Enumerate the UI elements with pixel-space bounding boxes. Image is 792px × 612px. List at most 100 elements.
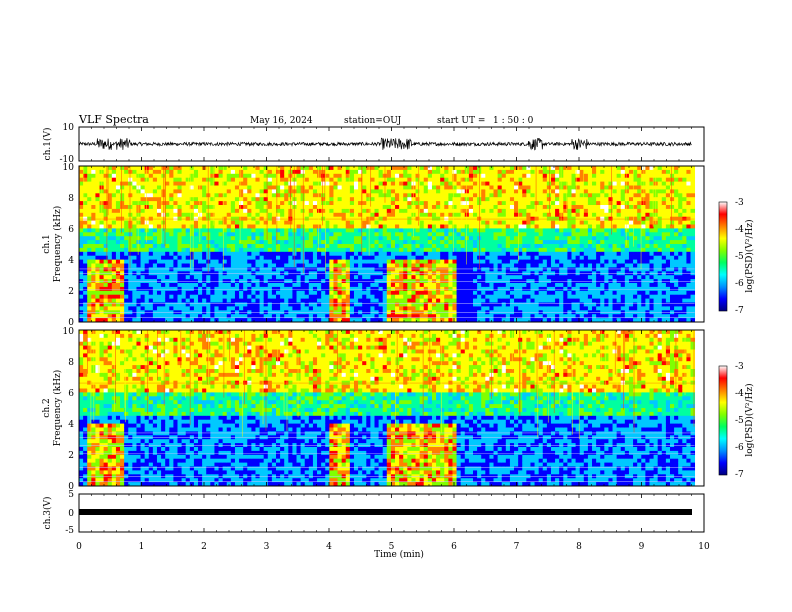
spectrogram-cell: [152, 294, 158, 299]
spectrogram-cell: [280, 205, 285, 210]
spectrogram-cell: [239, 169, 244, 175]
spectrogram-cell: [501, 228, 507, 233]
spectrogram-cell: [386, 166, 392, 171]
spectrogram-cell: [341, 302, 347, 307]
spectrogram-cell: [222, 255, 228, 260]
spectrogram-cell: [444, 283, 449, 288]
spectrogram-cell: [255, 275, 260, 280]
spectrogram-cell: [95, 177, 100, 182]
spectrogram-cell: [481, 177, 486, 182]
spectrogram-cell: [83, 181, 88, 186]
spectrogram-cell: [214, 267, 219, 272]
spectrogram-cell: [481, 290, 486, 296]
spectrogram-cell: [210, 224, 215, 229]
spectrogram-cell: [202, 177, 207, 182]
spectrogram-cell: [156, 212, 162, 218]
spectrogram-cell: [349, 197, 355, 202]
spectrogram-cell: [509, 251, 515, 257]
spectrogram-cell: [165, 240, 170, 245]
spectrogram-cell: [169, 177, 174, 182]
spectrogram-cell: [239, 205, 244, 210]
spectrogram-cell: [505, 267, 511, 272]
spectrogram-cell: [448, 181, 453, 186]
spectrogram-cell: [571, 275, 576, 280]
spectrogram-cell: [185, 290, 191, 296]
spectrogram-cell: [79, 275, 84, 280]
spectrogram-cell: [460, 181, 466, 186]
spectrogram-cell: [115, 220, 121, 225]
spectrogram-cell: [173, 228, 178, 233]
spectrogram-cell: [378, 169, 384, 175]
spectrogram-cell: [358, 259, 363, 264]
spectrogram-cell: [120, 244, 125, 249]
spectrogram-cell: [423, 244, 429, 249]
spectrogram-cell: [555, 228, 560, 233]
spectrogram-cell: [189, 283, 195, 288]
spectrogram-cell: [152, 290, 158, 296]
spectrogram-cell: [464, 169, 470, 175]
figure-title: VLF Spectra: [78, 113, 149, 126]
spectrogram-cell: [349, 169, 355, 175]
spectrogram-cell: [374, 224, 379, 229]
spectrogram-cell: [214, 166, 219, 171]
spectrogram-cell: [403, 181, 408, 186]
spectrogram-cell: [571, 267, 576, 272]
spectrogram-cell: [144, 267, 150, 272]
spectrogram-cell: [518, 173, 523, 179]
spectrogram-cell: [263, 189, 269, 194]
spectrogram-cell: [534, 177, 540, 182]
spectrogram-cell: [382, 255, 388, 260]
spectrogram-cell: [366, 201, 371, 206]
spectrogram-cell: [550, 166, 556, 171]
spectrogram-cell: [514, 275, 519, 280]
spectrogram-cell: [514, 177, 519, 182]
spectrogram-cell: [349, 185, 355, 190]
spectrogram-cell: [263, 166, 269, 171]
spectrogram-cell: [259, 255, 265, 260]
spectrogram-cell: [111, 236, 117, 241]
spectrogram-cell: [300, 232, 306, 237]
spectrogram-cell: [473, 193, 478, 198]
spectrogram-cell: [362, 166, 367, 171]
spectrogram-cell: [583, 201, 589, 206]
spectrogram-cell: [296, 314, 302, 319]
spectrogram-cell: [308, 169, 314, 175]
spectrogram-cell: [284, 275, 289, 280]
spectrogram-cell: [79, 314, 84, 319]
spectrogram-cell: [456, 185, 462, 190]
ch1-spectrogram-panel: 0 2 4 6 8 10 ch.1 Frequency (kHz): [42, 163, 705, 328]
spectrogram-cell: [390, 224, 396, 229]
spectrogram-cell: [407, 185, 412, 190]
spectrogram-cell: [530, 294, 535, 299]
spectrogram-cell: [148, 290, 154, 296]
spectrogram-cell: [583, 314, 589, 319]
spectrogram-cell: [271, 236, 277, 241]
spectrogram-cell: [214, 236, 219, 241]
spectrogram-cell: [292, 251, 297, 257]
spectrogram-cell: [243, 318, 248, 323]
spectrogram-cell: [505, 247, 511, 253]
spectrogram-cell: [571, 283, 576, 288]
spectrogram-cell: [530, 197, 535, 202]
spectrogram-cell: [505, 185, 511, 190]
spectrogram-cell: [452, 255, 457, 260]
spectrogram-cell: [280, 306, 285, 311]
spectrogram-cell: [304, 267, 310, 272]
spectrogram-cell: [300, 208, 306, 214]
spectrogram-cell: [390, 259, 396, 264]
spectrogram-cell: [444, 173, 449, 179]
spectrogram-cell: [345, 197, 351, 202]
spectrogram-cell: [267, 173, 273, 179]
spectrogram-cell: [99, 318, 105, 323]
spectrogram-cell: [165, 189, 170, 194]
spectrogram-cell: [120, 224, 125, 229]
spectrogram-cell: [156, 318, 162, 323]
spectrogram-cell: [263, 201, 269, 206]
spectrogram-cell: [173, 283, 178, 288]
spectrogram-cell: [456, 201, 462, 206]
spectrogram-cell: [185, 224, 191, 229]
spectrogram-cell: [583, 251, 589, 257]
spectrogram-cell: [509, 318, 515, 323]
spectrogram-cell: [115, 228, 121, 233]
spectrogram-cell: [271, 251, 277, 257]
